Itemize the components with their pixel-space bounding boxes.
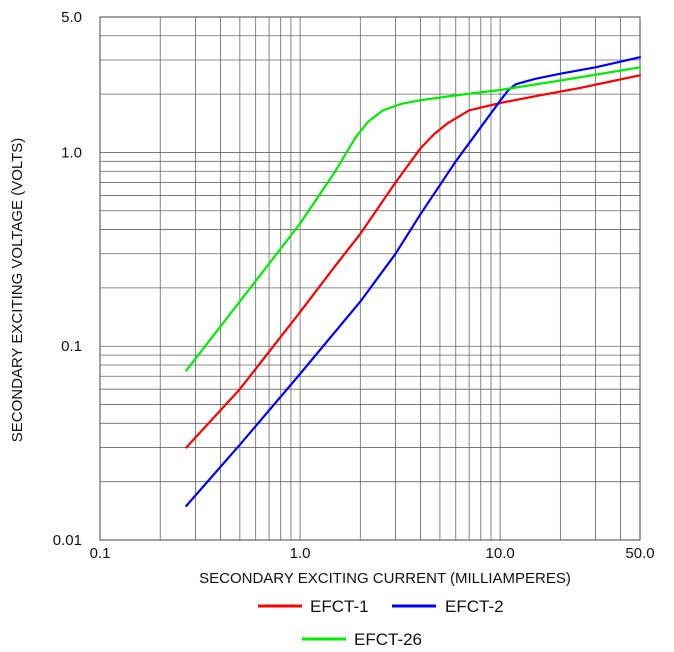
legend-label: EFCT-1 [310,597,369,616]
x-tick-label: 1.0 [290,545,311,562]
y-tick-label: 0.01 [53,532,82,549]
grid [99,16,641,541]
series-line-efct-26 [185,66,642,372]
plot-frame [99,16,641,541]
x-tick-label: 0.1 [90,545,111,562]
y-tick-label: 1.0 [61,144,82,161]
series-line-efct-2 [185,56,642,507]
y-tick-label: 0.1 [61,338,82,355]
x-tick-label: 10.0 [486,545,515,562]
y-axis-label: SECONDARY EXCITING VOLTAGE (VOLTS) [9,138,26,443]
legend: EFCT-1 EFCT-2 EFCT-26 [258,597,504,649]
legend-label: EFCT-26 [354,630,422,649]
series-line-efct-1 [185,74,642,449]
x-axis-label: SECONDARY EXCITING CURRENT (MILLIAMPERES… [199,570,571,587]
x-tick-label: 50.0 [625,545,654,562]
series-layer [185,56,642,507]
legend-label: EFCT-2 [445,597,504,616]
y-tick-label: 5.0 [61,9,82,26]
tick-labels: 0.1 1.0 10.0 50.0 0.01 0.1 1.0 5.0 [53,9,655,562]
